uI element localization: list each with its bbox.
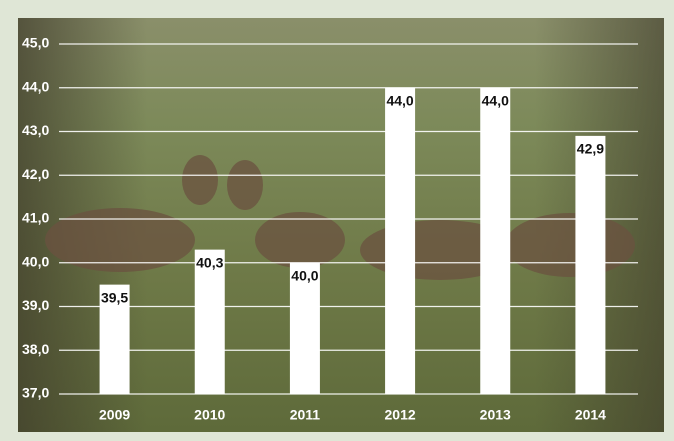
chart: 37,0 38,0 39,0 40,0 41,0 42,0 43,0 44,0 45,0 39,5… (0, 0, 674, 441)
value-label: 40,3 (196, 254, 223, 270)
bar (480, 88, 510, 394)
value-label: 40,0 (291, 267, 318, 283)
bar (575, 136, 605, 394)
y-tick-label: 42,0 (22, 166, 49, 182)
y-tick-label: 37,0 (22, 385, 49, 401)
y-tick-label: 41,0 (22, 210, 49, 226)
x-tick-label: 2013 (480, 407, 511, 423)
x-tick-label: 2012 (385, 407, 416, 423)
x-tick-label: 2011 (290, 407, 321, 423)
x-tick-label: 2014 (575, 407, 606, 423)
value-label: 44,0 (482, 92, 509, 108)
page: 37,0 38,0 39,0 40,0 41,0 42,0 43,0 44,0 45,0 39,5… (0, 0, 674, 441)
y-tick-label: 40,0 (22, 253, 49, 269)
value-label: 42,9 (577, 141, 604, 157)
y-tick-label: 43,0 (22, 122, 49, 138)
bar (195, 250, 225, 394)
value-label: 44,0 (386, 92, 413, 108)
x-tick-label: 2010 (194, 407, 225, 423)
bar (385, 88, 415, 394)
y-tick-label: 38,0 (22, 341, 49, 357)
value-label: 39,5 (101, 289, 128, 305)
y-tick-label: 44,0 (22, 78, 49, 94)
y-tick-label: 45,0 (22, 35, 49, 51)
x-tick-label: 2009 (99, 407, 130, 423)
y-tick-label: 39,0 (22, 297, 49, 313)
